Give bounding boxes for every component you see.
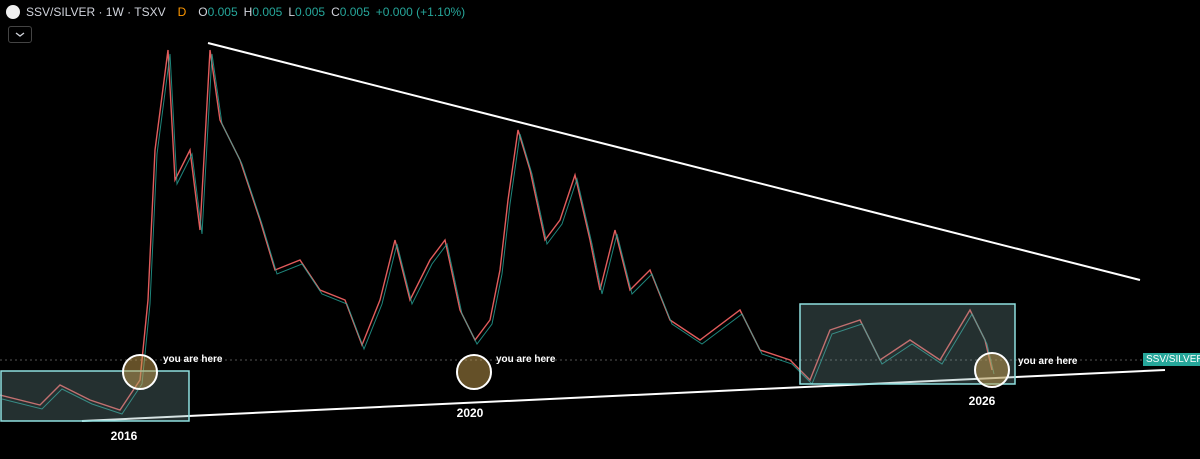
year-label: 2026 [969, 394, 996, 408]
chevron [15, 32, 25, 37]
ohlc-value: 0.005 [339, 5, 370, 19]
price-tag: SSV/SILVER [1143, 353, 1200, 366]
ohlc-c: C0.005 [331, 5, 370, 19]
marker-circle [122, 354, 158, 390]
ohlc-label: H [243, 5, 253, 19]
ohlc-h: H0.005 [244, 5, 283, 19]
ohlc-label: C [331, 5, 340, 19]
symbol-icon [6, 5, 20, 19]
symbol[interactable]: SSV/SILVER · 1W · TSXV [26, 5, 166, 19]
resistance-line [207, 42, 1141, 281]
marker-circle [456, 354, 492, 390]
annotation: you are here [1018, 356, 1078, 367]
price-trace-up [1, 53, 995, 415]
legend-header: SSV/SILVER · 1W · TSXV D O0.005 H0.005 L… [6, 4, 465, 20]
year-label: 2020 [457, 406, 484, 420]
collapse-button[interactable] [8, 26, 32, 43]
annotation: you are here [496, 354, 556, 365]
ohlc-label: L [288, 5, 296, 19]
market-status: D [177, 5, 187, 19]
annotation: you are here [163, 354, 223, 365]
marker-circle [974, 352, 1010, 388]
ohlc-l: L0.005 [288, 5, 325, 19]
ohlc-label: O [198, 5, 208, 19]
ohlc-o: O0.005 [198, 5, 237, 19]
change: +0.000 (+1.10%) [375, 5, 466, 19]
range-box [0, 370, 190, 422]
year-label: 2016 [111, 429, 138, 443]
ohlc-value: 0.005 [207, 5, 238, 19]
ohlc-value: 0.005 [295, 5, 326, 19]
ohlc-value: 0.005 [252, 5, 283, 19]
